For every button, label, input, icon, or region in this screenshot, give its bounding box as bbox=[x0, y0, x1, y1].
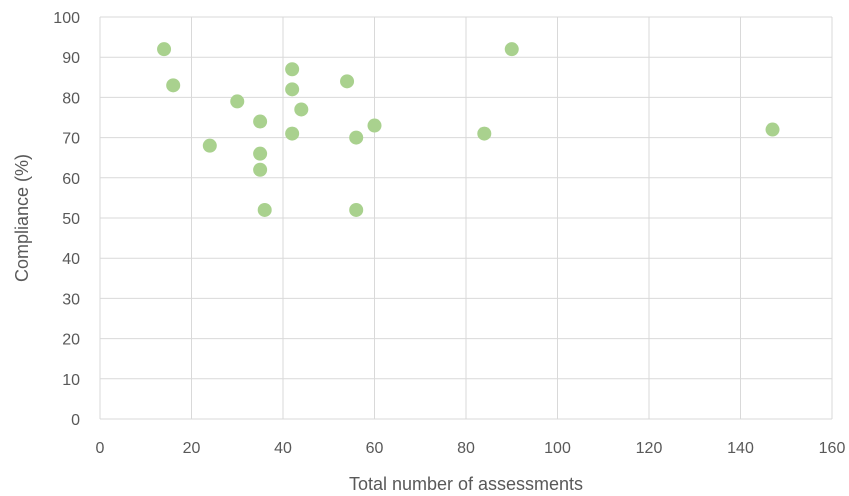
y-tick-label: 0 bbox=[71, 412, 80, 429]
y-axis-title: Compliance (%) bbox=[12, 154, 32, 282]
data-point bbox=[257, 202, 272, 217]
x-tick-label: 100 bbox=[544, 440, 571, 457]
data-point bbox=[285, 126, 300, 141]
x-axis-title: Total number of assessments bbox=[349, 474, 583, 494]
x-tick-label: 140 bbox=[727, 440, 754, 457]
x-tick-label: 20 bbox=[183, 440, 201, 457]
data-point bbox=[504, 42, 519, 57]
x-tick-label: 40 bbox=[274, 440, 292, 457]
x-tick-label: 120 bbox=[636, 440, 663, 457]
data-point bbox=[285, 82, 300, 97]
y-tick-label: 70 bbox=[62, 131, 80, 148]
y-tick-label: 10 bbox=[62, 372, 80, 389]
y-tick-label: 40 bbox=[62, 251, 80, 268]
y-tick-label: 60 bbox=[62, 171, 80, 188]
data-point bbox=[230, 94, 245, 109]
y-tick-label: 90 bbox=[62, 50, 80, 67]
y-tick-label: 20 bbox=[62, 332, 80, 349]
x-tick-label: 60 bbox=[366, 440, 384, 457]
data-point bbox=[166, 78, 181, 93]
data-point bbox=[157, 42, 172, 57]
x-tick-label: 80 bbox=[457, 440, 475, 457]
data-point bbox=[294, 102, 309, 117]
data-point bbox=[367, 118, 382, 133]
y-tick-label: 100 bbox=[53, 10, 80, 27]
y-tick-label: 30 bbox=[62, 291, 80, 308]
data-point bbox=[285, 62, 300, 77]
data-points bbox=[157, 42, 780, 217]
data-point bbox=[349, 202, 364, 217]
y-tick-label: 50 bbox=[62, 211, 80, 228]
data-point bbox=[349, 130, 364, 145]
data-point bbox=[477, 126, 492, 141]
x-tick-label: 0 bbox=[96, 440, 105, 457]
data-point bbox=[253, 114, 268, 129]
x-tick-labels: 0 20 40 60 80 100 120 140 160 bbox=[96, 440, 846, 457]
y-tick-label: 80 bbox=[62, 90, 80, 107]
data-point bbox=[340, 74, 355, 89]
data-point bbox=[253, 162, 268, 177]
x-tick-label: 160 bbox=[819, 440, 846, 457]
y-tick-labels: 0 10 20 30 40 50 60 70 80 90 100 bbox=[53, 10, 80, 429]
data-point bbox=[202, 138, 217, 153]
data-point bbox=[253, 146, 268, 161]
data-point bbox=[765, 122, 780, 137]
gridlines bbox=[99, 16, 833, 420]
